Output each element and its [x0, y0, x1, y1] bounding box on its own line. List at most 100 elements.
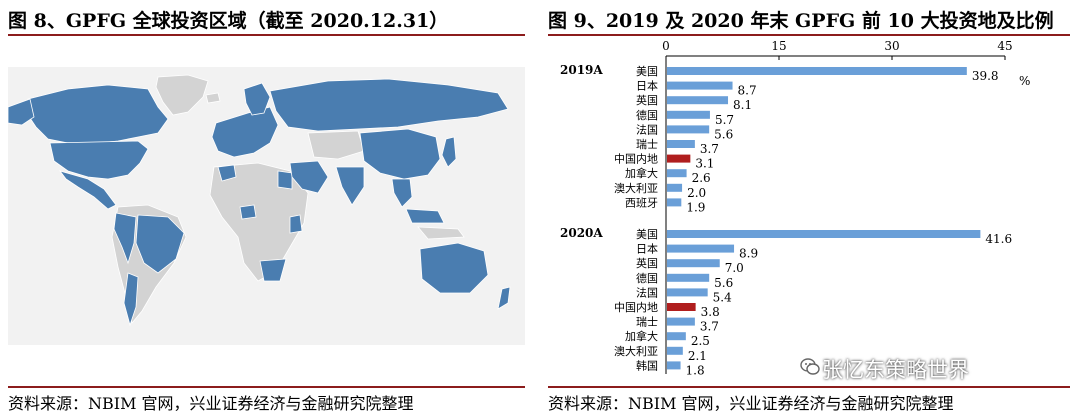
- bar: [667, 244, 735, 253]
- chart-source-note: 资料来源：NBIM 官网，兴业证券经济与金融研究院整理: [548, 394, 954, 413]
- category-label: 瑞士: [636, 315, 658, 329]
- value-label: 2.5: [691, 334, 710, 348]
- value-label: 1.9: [686, 200, 705, 214]
- value-label: 2.6: [692, 171, 711, 185]
- bar: [667, 110, 710, 119]
- value-label: 2.1: [688, 349, 707, 363]
- map-usa: [49, 140, 149, 180]
- category-label: 瑞士: [636, 137, 658, 151]
- map-russia: [269, 78, 509, 132]
- world-map-svg: [7, 74, 511, 327]
- category-label: 澳大利亚: [614, 344, 658, 358]
- value-label: 5.6: [714, 127, 733, 141]
- bar: [667, 183, 683, 192]
- category-label: 英国: [636, 256, 658, 270]
- bar-groups: 2019A 美国 39.8 日本 8.7 英国 8.1 德国 5.7 法国 5.6 瑞士 3.7 中国内地…: [560, 63, 1012, 377]
- category-label: 西班牙: [625, 196, 658, 209]
- bar: [667, 361, 681, 370]
- map-scandinavia: [243, 82, 271, 116]
- top10-bar-chart: 0 15 30 45 2019A 美国 39.8 日本 8.7 英国 8.1 德国 5.7 法国 5.6 瑞…: [560, 39, 1030, 377]
- map-japan: [441, 136, 457, 168]
- world-map: [7, 67, 525, 345]
- map-europe: [211, 106, 279, 158]
- bar: [667, 169, 687, 178]
- right-title-rule: [548, 34, 1070, 36]
- map-mexico: [58, 170, 117, 210]
- category-label: 美国: [636, 228, 658, 241]
- chart-figure-title: 图 9、2019 及 2020 年末 GPFG 前 10 大投资地及比例: [548, 10, 1054, 32]
- bar: [667, 259, 720, 268]
- bar: [667, 125, 710, 134]
- map-figure-title: 图 8、GPFG 全球投资区域（截至 2020.12.31）: [8, 10, 449, 32]
- value-label: 5.6: [714, 276, 733, 290]
- x-axis: 0 15 30 45: [662, 39, 1013, 374]
- map-nigeria-kenya: [239, 204, 303, 234]
- category-label: 加拿大: [625, 166, 658, 180]
- left-title-rule: [8, 34, 525, 36]
- map-iceland: [205, 92, 221, 104]
- category-label: 韩国: [636, 358, 658, 372]
- map-se-asia: [391, 178, 445, 224]
- category-label: 日本: [636, 79, 658, 93]
- category-label: 美国: [636, 65, 658, 78]
- value-label: 3.7: [700, 142, 719, 156]
- category-label: 法国: [636, 122, 658, 136]
- map-morocco-egypt: [217, 164, 293, 190]
- category-label: 中国内地: [614, 300, 658, 314]
- value-label: 5.7: [715, 113, 734, 127]
- bar-highlight: [667, 154, 691, 163]
- map-india: [335, 166, 365, 206]
- x-tick-label: 30: [884, 39, 899, 53]
- wechat-icon: [800, 358, 820, 375]
- map-canada: [25, 84, 169, 144]
- right-source-rule: [548, 386, 1070, 388]
- map-alaska: [7, 98, 35, 126]
- map-middle-east: [289, 160, 329, 194]
- x-tick-label: 15: [771, 39, 786, 53]
- x-tick-label: 0: [662, 39, 670, 53]
- bar: [667, 317, 695, 326]
- x-tick-label: 45: [997, 39, 1012, 53]
- value-label: 7.0: [725, 261, 744, 275]
- map-chile: [123, 272, 139, 327]
- bar-group-2019A: 2019A 美国 39.8 日本 8.7 英国 8.1 德国 5.7 法国 5.6 瑞士 3.7 中国内地…: [560, 63, 999, 214]
- watermark-text: 张忆东策略世界: [822, 358, 969, 382]
- value-label: 8.7: [738, 84, 757, 98]
- bar-highlight: [667, 303, 696, 311]
- value-label: 8.9: [739, 247, 758, 261]
- bar: [667, 273, 710, 282]
- value-label: 3.1: [695, 157, 714, 171]
- category-label: 加拿大: [625, 329, 658, 343]
- bar: [667, 198, 682, 207]
- map-china: [359, 128, 441, 180]
- category-label: 澳大利亚: [614, 181, 658, 195]
- map-south-africa: [259, 258, 287, 282]
- category-label: 中国内地: [614, 152, 658, 166]
- map-brazil: [135, 214, 185, 274]
- value-label: 3.8: [701, 305, 720, 319]
- value-label: 2.0: [687, 186, 706, 200]
- category-label: 法国: [636, 285, 658, 299]
- bar: [667, 67, 967, 75]
- category-label: 德国: [636, 108, 658, 122]
- value-label: 8.1: [733, 98, 752, 112]
- value-label: 3.7: [700, 320, 719, 334]
- map-source-note: 资料来源：NBIM 官网，兴业证券经济与金融研究院整理: [8, 394, 414, 413]
- group-label: 2020A: [560, 226, 603, 240]
- category-label: 日本: [636, 242, 658, 256]
- value-label: 5.4: [713, 290, 732, 304]
- bar: [667, 230, 981, 238]
- category-label: 德国: [636, 271, 658, 285]
- map-indonesia: [417, 226, 465, 240]
- unit-label: %: [1019, 74, 1030, 88]
- value-label: 39.8: [972, 69, 999, 83]
- value-label: 41.6: [985, 232, 1012, 246]
- bar: [667, 81, 733, 90]
- map-andes: [113, 212, 137, 265]
- bar: [667, 332, 686, 341]
- left-source-rule: [8, 386, 525, 388]
- map-new-zealand: [497, 286, 511, 310]
- bar: [667, 140, 695, 148]
- group-label: 2019A: [560, 63, 603, 77]
- bar: [667, 288, 708, 297]
